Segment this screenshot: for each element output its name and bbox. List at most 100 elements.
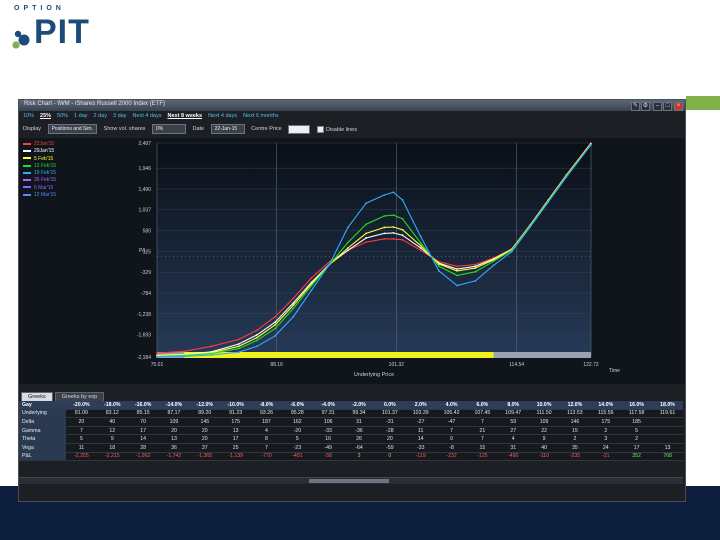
time-range-link[interactable]: Next 8 weeks <box>167 113 203 119</box>
column-header[interactable]: 12.0% <box>559 401 591 410</box>
legend-item[interactable]: 5 Mar'15 <box>23 185 56 192</box>
column-header[interactable]: -18.0% <box>96 401 128 410</box>
series-point <box>392 226 395 228</box>
table-cell: 111.50 <box>528 409 560 419</box>
column-header[interactable]: -4.0% <box>312 401 344 410</box>
legend-item[interactable]: 12 Mar'15 <box>23 192 56 199</box>
table-cell: 14 <box>127 434 159 444</box>
column-header[interactable]: -10.0% <box>220 401 252 410</box>
table-cell: 175 <box>220 417 252 427</box>
legend-label: 5 Mar'15 <box>34 184 54 191</box>
table-row: Gamma 7 12 17 20 20 13 4 -20 -33 -36 -28 11 7 21 27 22 15… <box>19 426 683 436</box>
series-point <box>156 355 158 358</box>
shares-select[interactable]: 0% <box>151 124 186 134</box>
time-range-link[interactable]: 10% <box>23 113 35 119</box>
column-header[interactable]: 16.0% <box>621 401 653 410</box>
series-point <box>256 329 258 332</box>
wrench-icon[interactable]: ⚙ <box>641 102 650 111</box>
y-tick-label: 580 <box>143 229 152 235</box>
column-header[interactable]: 4.0% <box>436 401 467 410</box>
legend-swatch <box>23 193 31 196</box>
chart-controls: Display Positions and Sim. Show vol. sha… <box>23 124 362 135</box>
table-cell: 768 <box>652 452 683 462</box>
scrollbar-thumb[interactable] <box>309 479 389 483</box>
legend-item[interactable]: 29Jan'15 <box>23 148 56 155</box>
table-cell: -33 <box>312 426 344 436</box>
edit-icon[interactable]: ✎ <box>631 102 640 111</box>
time-range-link[interactable]: Next 4 days <box>208 113 238 119</box>
column-header[interactable]: 10.0% <box>528 401 560 410</box>
series-point <box>365 237 368 239</box>
table-cell: -64 <box>343 443 375 453</box>
column-header[interactable]: -2.0% <box>343 401 375 410</box>
table-cell: 13 <box>220 426 252 436</box>
column-header[interactable]: 2.0% <box>405 401 437 410</box>
centre-price-input[interactable] <box>288 124 311 134</box>
table-cell: 119.61 <box>652 409 683 419</box>
series-point <box>256 345 258 348</box>
table-cell: 3 <box>590 434 622 444</box>
legend-item[interactable]: 19 Feb'15 <box>23 170 56 177</box>
table-cell: -770 <box>251 452 282 462</box>
series-point <box>237 351 240 354</box>
column-header[interactable]: 18.0% <box>652 401 683 410</box>
table-cell: -2,215 <box>96 452 128 462</box>
x-tick-label: 101.32 <box>389 362 405 368</box>
series-point <box>210 354 213 356</box>
series-point <box>365 202 368 205</box>
time-range-link[interactable]: 2 day <box>93 113 107 119</box>
time-range-link[interactable]: 1 day <box>74 113 88 119</box>
column-header[interactable]: -12.0% <box>189 401 221 410</box>
table-cell: 9 <box>528 434 560 444</box>
time-range-link[interactable]: 25% <box>40 113 52 119</box>
column-header[interactable]: -20.0% <box>66 401 97 410</box>
column-header[interactable]: 14.0% <box>590 401 622 410</box>
table-cell: 103.39 <box>405 409 437 419</box>
close-icon[interactable]: × <box>674 102 683 111</box>
minimize-icon[interactable]: – <box>653 102 662 111</box>
column-header[interactable]: -16.0% <box>127 401 159 410</box>
display-select[interactable]: Positions and Sim. <box>47 124 97 134</box>
table-cell: -1,365 <box>189 452 221 462</box>
table-cell: 26 <box>343 434 375 444</box>
time-range-link[interactable]: Next 6 months <box>243 113 279 119</box>
column-header[interactable]: 0.0% <box>374 401 406 410</box>
time-range-link[interactable]: 50% <box>57 113 69 119</box>
y-tick-label: 1,037 <box>138 208 151 214</box>
series-point <box>292 297 295 300</box>
table-cell: -20 <box>281 426 313 436</box>
column-header[interactable]: 6.0% <box>466 401 498 410</box>
window-titlebar[interactable]: Risk Chart - IWM - iShares Russell 2000 … <box>19 100 685 111</box>
date-select[interactable]: 22-Jan-15 <box>210 124 245 134</box>
legend-swatch <box>23 171 31 174</box>
series-point <box>419 249 422 252</box>
column-header[interactable]: -14.0% <box>158 401 190 410</box>
table-cell: 95.28 <box>281 409 313 419</box>
series-point <box>401 217 404 220</box>
legend-item[interactable]: 26 Feb'15 <box>23 177 56 184</box>
legend-item[interactable]: 22Jan'15 <box>23 141 56 148</box>
risk-chart[interactable]: 2,497 1,946 1,490 1,037 580 125 -329 -784 -1,238… <box>19 138 685 384</box>
table-cell: 9 <box>96 434 128 444</box>
horizontal-scrollbar[interactable] <box>19 477 683 484</box>
column-header[interactable]: -8.0% <box>251 401 282 410</box>
legend-item[interactable]: 12 Feb'15 <box>23 163 56 170</box>
row-header: Theta <box>19 434 66 444</box>
legend-label: 29Jan'15 <box>34 148 55 155</box>
maximize-icon[interactable]: □ <box>663 102 672 111</box>
time-range-links: 10% 25% 50% 1 day 2 day 3 day Next 4 days Next … <box>23 113 285 121</box>
time-range-link[interactable]: Next 4 days <box>132 113 162 119</box>
table-cell: 15 <box>559 426 591 436</box>
table-cell: 81.09 <box>66 409 97 419</box>
table-cell: 99.34 <box>343 409 375 419</box>
x-axis-label: Underlying Price <box>354 372 394 378</box>
series-point <box>328 263 331 265</box>
disable-lines-checkbox[interactable] <box>316 125 324 133</box>
time-range-link[interactable]: 3 day <box>112 113 127 119</box>
series-point <box>365 223 368 226</box>
column-header[interactable]: -6.0% <box>281 401 313 410</box>
series-point <box>474 280 477 282</box>
table-cell: 70 <box>127 417 159 427</box>
column-header[interactable]: 8.0% <box>497 401 529 410</box>
legend-item[interactable]: 5 Feb'15 <box>23 156 56 163</box>
